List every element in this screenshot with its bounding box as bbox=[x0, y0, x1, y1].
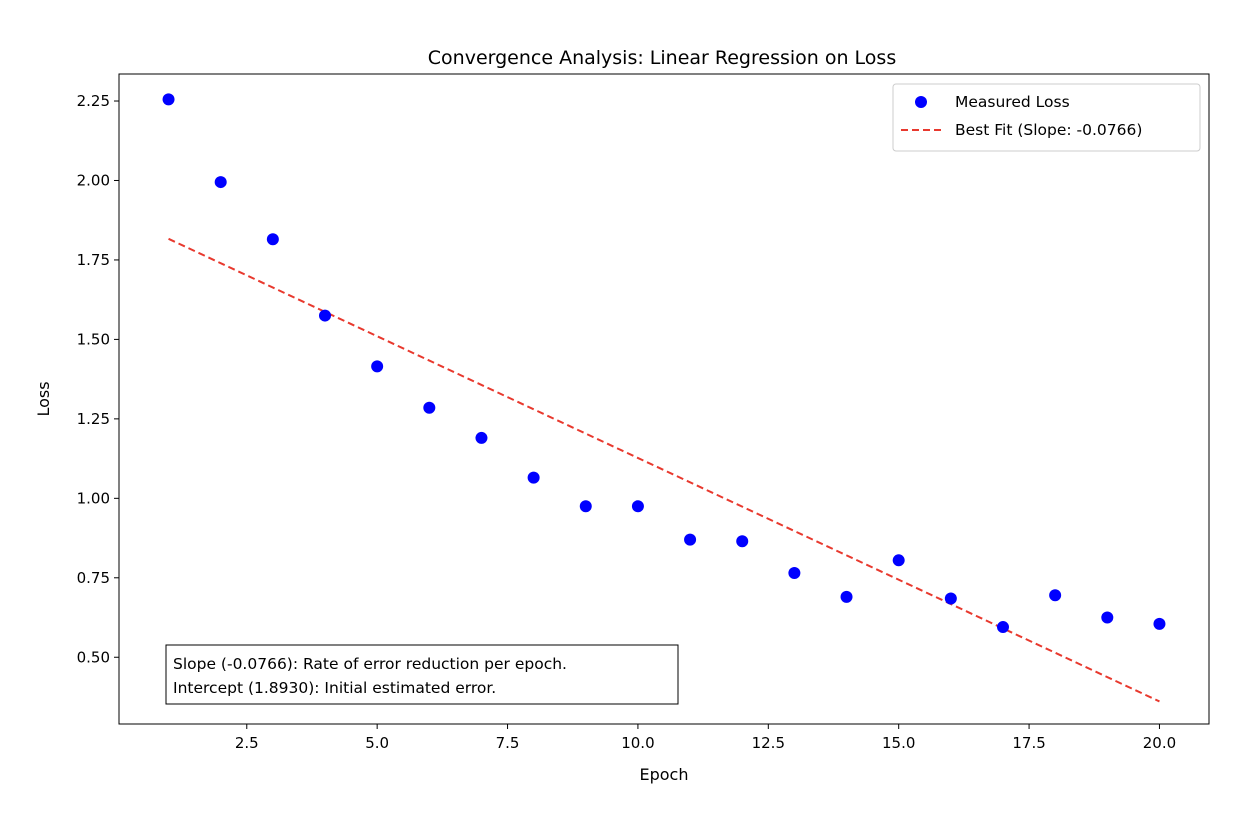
data-point bbox=[371, 360, 384, 373]
best-fit-line bbox=[168, 237, 1160, 703]
data-point bbox=[736, 535, 749, 548]
data-point bbox=[1049, 589, 1062, 602]
data-point bbox=[631, 500, 644, 513]
data-point bbox=[788, 567, 801, 580]
fit-line-layer bbox=[168, 237, 1160, 703]
y-tick-label: 2.00 bbox=[77, 171, 110, 189]
plot-frame bbox=[118, 73, 1210, 725]
legend-label-best-fit: Best Fit (Slope: -0.0766) bbox=[955, 121, 1142, 139]
x-tick-label: 17.5 bbox=[1012, 734, 1045, 752]
data-point bbox=[319, 309, 332, 322]
legend-scatter-marker bbox=[915, 96, 927, 108]
data-point bbox=[214, 176, 227, 189]
data-point bbox=[892, 554, 905, 567]
x-tick-label: 12.5 bbox=[752, 734, 785, 752]
annotation-line-slope: Slope (-0.0766): Rate of error reduction… bbox=[173, 655, 567, 673]
data-point bbox=[996, 621, 1009, 634]
y-tick-label: 0.50 bbox=[77, 648, 110, 666]
data-point bbox=[1101, 611, 1114, 624]
scatter-points-layer bbox=[162, 93, 1166, 634]
annotation-line-intercept: Intercept (1.8930): Initial estimated er… bbox=[173, 679, 496, 697]
x-axis-label: Epoch bbox=[640, 765, 689, 784]
legend-box bbox=[892, 83, 1201, 152]
x-tick-label: 15.0 bbox=[882, 734, 915, 752]
data-point bbox=[527, 471, 540, 484]
x-tick-label: 2.5 bbox=[235, 734, 259, 752]
data-point bbox=[266, 233, 279, 246]
y-tick-label: 2.25 bbox=[77, 92, 110, 110]
data-point bbox=[579, 500, 592, 513]
y-tick-label: 1.25 bbox=[77, 410, 110, 428]
data-point bbox=[684, 533, 697, 546]
data-point bbox=[162, 93, 175, 106]
data-point bbox=[840, 590, 853, 603]
legend: Measured Loss Best Fit (Slope: -0.0766) bbox=[892, 83, 1201, 152]
data-point bbox=[475, 431, 488, 444]
data-point bbox=[423, 401, 436, 414]
legend-label-measured-loss: Measured Loss bbox=[955, 93, 1070, 111]
y-tick-label: 0.75 bbox=[77, 569, 110, 587]
annotation-frame bbox=[165, 644, 679, 705]
y-axis-label: Loss bbox=[34, 381, 53, 416]
y-tick-label: 1.50 bbox=[77, 330, 110, 348]
x-tick-label: 5.0 bbox=[365, 734, 389, 752]
annotation-box: Slope (-0.0766): Rate of error reduction… bbox=[165, 644, 679, 705]
y-tick-label: 1.00 bbox=[77, 489, 110, 507]
x-axis-ticks: 2.5 5.0 7.5 10.0 12.5 15.0 17.5 20.0 bbox=[235, 724, 1176, 752]
y-tick-label: 1.75 bbox=[77, 251, 110, 269]
x-tick-label: 7.5 bbox=[496, 734, 520, 752]
data-point bbox=[944, 592, 957, 605]
chart-title: Convergence Analysis: Linear Regression … bbox=[428, 47, 896, 69]
x-tick-label: 20.0 bbox=[1143, 734, 1176, 752]
data-point bbox=[1153, 617, 1166, 630]
y-axis-ticks: 0.50 0.75 1.00 1.25 1.50 1.75 2.00 2.25 bbox=[77, 92, 119, 666]
x-tick-label: 10.0 bbox=[621, 734, 654, 752]
